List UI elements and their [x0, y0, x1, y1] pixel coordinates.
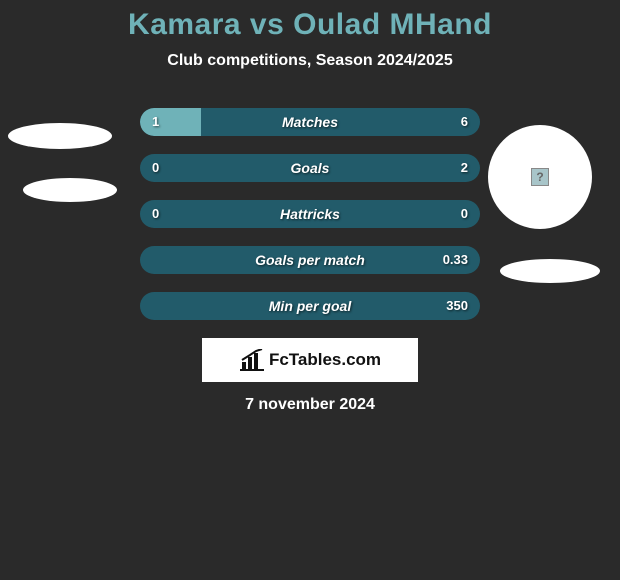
ellipse-right-bottom	[500, 259, 600, 283]
avatar-placeholder-icon: ?	[531, 168, 549, 186]
ellipse-left-mid	[23, 178, 117, 202]
bar-chart-icon	[239, 349, 265, 371]
stat-row-min-per-goal: Min per goal 350	[140, 292, 480, 320]
stat-row-matches: 1 Matches 6	[140, 108, 480, 136]
brand-text: FcTables.com	[269, 350, 381, 370]
stat-label: Goals	[140, 154, 480, 182]
stat-label: Hattricks	[140, 200, 480, 228]
stat-row-hattricks: 0 Hattricks 0	[140, 200, 480, 228]
stat-label: Matches	[140, 108, 480, 136]
date-label: 7 november 2024	[0, 396, 620, 414]
stat-label: Min per goal	[140, 292, 480, 320]
stat-value-right: 6	[461, 108, 468, 136]
subtitle: Club competitions, Season 2024/2025	[0, 52, 620, 70]
ellipse-left-top	[8, 123, 112, 149]
stat-value-right: 2	[461, 154, 468, 182]
stat-row-goals-per-match: Goals per match 0.33	[140, 246, 480, 274]
brand-badge[interactable]: FcTables.com	[202, 338, 418, 382]
page-title: Kamara vs Oulad MHand	[0, 0, 620, 42]
stat-row-goals: 0 Goals 2	[140, 154, 480, 182]
stat-value-right: 0	[461, 200, 468, 228]
comparison-chart: 1 Matches 6 0 Goals 2 0 Hattricks 0 Goal…	[140, 108, 480, 320]
stat-label: Goals per match	[140, 246, 480, 274]
stat-value-right: 350	[446, 292, 468, 320]
player-avatar-right: ?	[488, 125, 592, 229]
stat-value-right: 0.33	[443, 246, 468, 274]
